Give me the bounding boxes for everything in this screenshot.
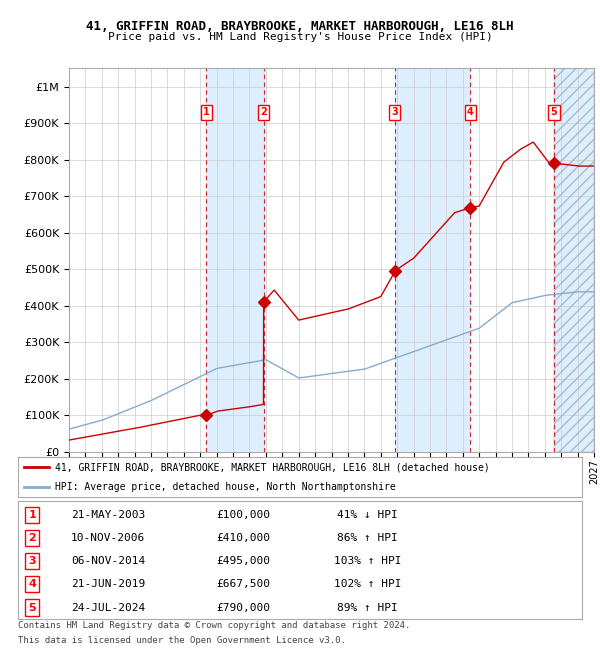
Text: £495,000: £495,000 [217,556,271,566]
Text: 5: 5 [551,107,557,117]
Bar [395,68,470,452]
Text: 86% ↑ HPI: 86% ↑ HPI [337,533,398,543]
Text: £790,000: £790,000 [217,603,271,612]
Text: 2: 2 [28,533,36,543]
Text: £410,000: £410,000 [217,533,271,543]
Text: 4: 4 [467,107,474,117]
Text: 3: 3 [391,107,398,117]
Text: 4: 4 [28,579,36,590]
Text: 41, GRIFFIN ROAD, BRAYBROOKE, MARKET HARBOROUGH, LE16 8LH: 41, GRIFFIN ROAD, BRAYBROOKE, MARKET HAR… [86,20,514,32]
Text: This data is licensed under the Open Government Licence v3.0.: This data is licensed under the Open Gov… [18,636,346,645]
Text: 24-JUL-2024: 24-JUL-2024 [71,603,145,612]
Text: 102% ↑ HPI: 102% ↑ HPI [334,579,401,590]
Text: Contains HM Land Registry data © Crown copyright and database right 2024.: Contains HM Land Registry data © Crown c… [18,621,410,630]
Bar [554,68,594,452]
Text: 41% ↓ HPI: 41% ↓ HPI [337,510,398,520]
Text: 3: 3 [28,556,36,566]
Text: £667,500: £667,500 [217,579,271,590]
Text: 5: 5 [28,603,36,612]
Text: 1: 1 [28,510,36,520]
Text: 21-MAY-2003: 21-MAY-2003 [71,510,145,520]
Text: Price paid vs. HM Land Registry's House Price Index (HPI): Price paid vs. HM Land Registry's House … [107,32,493,42]
Text: 103% ↑ HPI: 103% ↑ HPI [334,556,401,566]
Text: £100,000: £100,000 [217,510,271,520]
Text: 89% ↑ HPI: 89% ↑ HPI [337,603,398,612]
Text: 21-JUN-2019: 21-JUN-2019 [71,579,145,590]
Bar [206,68,263,452]
Text: 41, GRIFFIN ROAD, BRAYBROOKE, MARKET HARBOROUGH, LE16 8LH (detached house): 41, GRIFFIN ROAD, BRAYBROOKE, MARKET HAR… [55,462,490,472]
Text: 2: 2 [260,107,267,117]
Text: 06-NOV-2014: 06-NOV-2014 [71,556,145,566]
Bar [554,68,594,452]
Text: HPI: Average price, detached house, North Northamptonshire: HPI: Average price, detached house, Nort… [55,482,395,492]
Text: 1: 1 [203,107,210,117]
Text: 10-NOV-2006: 10-NOV-2006 [71,533,145,543]
